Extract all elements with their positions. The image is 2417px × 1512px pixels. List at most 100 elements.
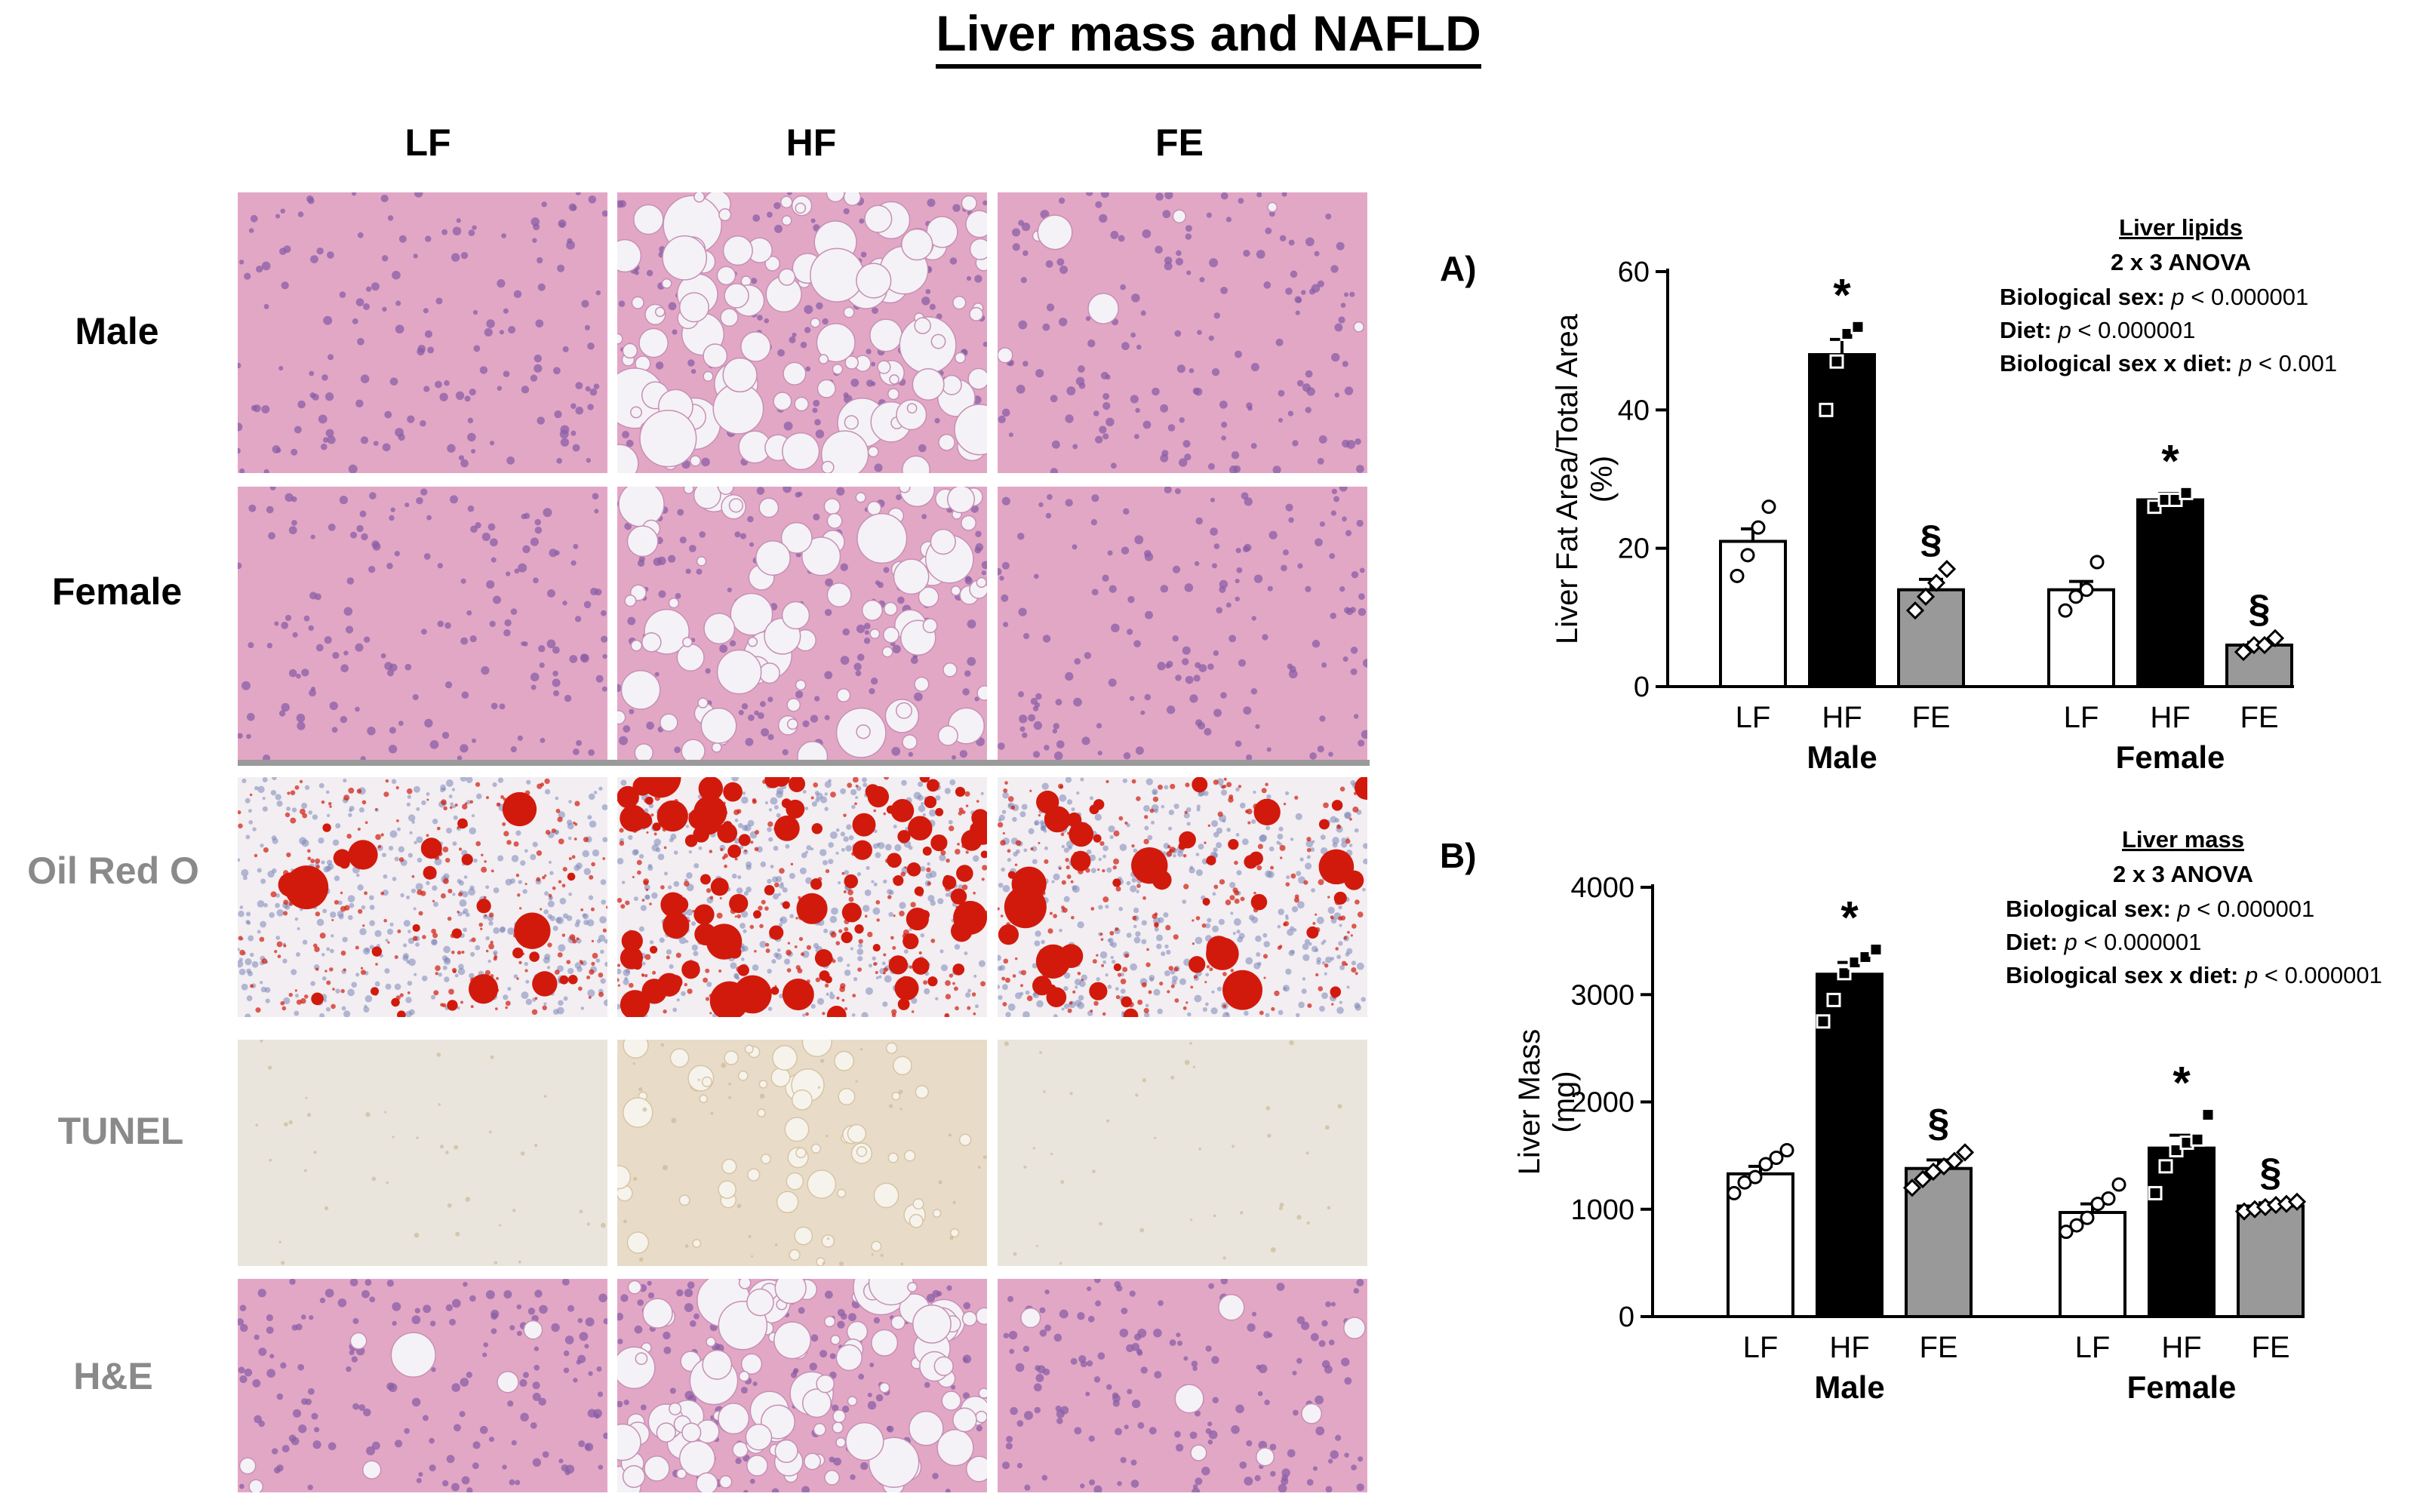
micrograph-he-lf bbox=[238, 192, 607, 473]
figure-title: Liver mass and NAFLD bbox=[0, 5, 2417, 69]
data-point bbox=[2090, 555, 2105, 570]
micrograph-he-lf bbox=[238, 1279, 607, 1492]
data-point bbox=[2190, 1132, 2205, 1147]
micrograph-tunel-hf bbox=[617, 1040, 987, 1266]
row-label-he: H&E bbox=[73, 1355, 153, 1397]
x-tick-label: LF bbox=[2064, 701, 2099, 734]
micrograph-grid bbox=[238, 192, 1367, 1492]
bar-male-fe bbox=[1897, 588, 1965, 688]
x-tick-label: FE bbox=[1919, 1331, 1957, 1364]
data-point bbox=[2200, 1108, 2216, 1123]
data-point bbox=[2101, 1191, 2116, 1206]
significance-asterisk: * bbox=[2161, 435, 2179, 486]
row-label-tunel: TUNEL bbox=[57, 1110, 184, 1152]
x-tick-label: LF bbox=[2075, 1331, 2111, 1364]
data-point bbox=[1955, 1143, 1975, 1162]
bar-male-fe bbox=[1905, 1166, 1973, 1318]
y-tick-label: 0 bbox=[1634, 671, 1650, 703]
row-label-female: Female bbox=[51, 570, 183, 613]
stats-line: Biological sex x diet: p < 0.001 bbox=[2000, 350, 2337, 376]
stats-line: Biological sex: p < 0.000001 bbox=[2006, 896, 2314, 922]
data-point bbox=[1761, 499, 1776, 515]
group-label-male: Male bbox=[1807, 739, 1877, 775]
data-point bbox=[1858, 949, 1873, 964]
micrograph-he-fe bbox=[998, 192, 1367, 473]
x-tick-label: FE bbox=[2240, 701, 2278, 734]
data-point bbox=[2179, 485, 2194, 500]
x-tick-label: LF bbox=[1743, 1331, 1779, 1364]
stats-title: Liver lipids bbox=[2119, 219, 2243, 241]
data-point bbox=[1916, 587, 1936, 606]
micrograph-he-hf bbox=[617, 487, 987, 760]
y-axis-label: (%) bbox=[1585, 456, 1619, 502]
data-point bbox=[2255, 635, 2274, 655]
micrograph-oro-hf bbox=[617, 777, 987, 1017]
data-point bbox=[1740, 548, 1755, 563]
significance-asterisk: * bbox=[1833, 269, 1851, 320]
data-point bbox=[2169, 1143, 2184, 1158]
y-axis-label: Liver Fat Area/Total Area bbox=[1551, 313, 1584, 644]
stats-line: Diet: p < 0.000001 bbox=[2006, 929, 2201, 955]
data-point bbox=[2148, 1185, 2163, 1200]
y-tick-label: 20 bbox=[1618, 533, 1650, 565]
data-point bbox=[1769, 1150, 1784, 1165]
bar-male-lf bbox=[1719, 539, 1787, 688]
y-tick-label: 4000 bbox=[1570, 872, 1634, 904]
row-label-oil-red-o: Oil Red O bbox=[27, 850, 199, 892]
stats-subtitle: 2 x 3 ANOVA bbox=[2111, 249, 2251, 275]
chart-liver-mass: B) Liver Mass (mg) 0 1000 2000 3000 4000 LF * HF § F… bbox=[1440, 830, 2382, 1405]
data-point bbox=[2158, 1159, 2173, 1174]
y-tick-label: 2000 bbox=[1570, 1087, 1634, 1119]
micrograph-oro-fe bbox=[998, 777, 1367, 1017]
data-point bbox=[2111, 1177, 2126, 1192]
data-point bbox=[2059, 1225, 2074, 1240]
x-tick-label: HF bbox=[1822, 701, 1862, 734]
bar-female-lf bbox=[2047, 588, 2115, 688]
significance-section-sign: § bbox=[2260, 1151, 2282, 1194]
stats-line: Biological sex: p < 0.000001 bbox=[2000, 284, 2308, 310]
significance-section-sign: § bbox=[2249, 587, 2271, 631]
bar-female-fe bbox=[2237, 1204, 2305, 1319]
significance-section-sign: § bbox=[1920, 518, 1942, 561]
data-point bbox=[2234, 643, 2253, 662]
bar-female-hf bbox=[2148, 1146, 2216, 1319]
group-label-female: Female bbox=[2127, 1369, 2237, 1405]
group-label-male: Male bbox=[1814, 1369, 1884, 1405]
stats-title: Liver mass bbox=[2122, 830, 2244, 853]
x-tick-label: HF bbox=[2161, 1331, 2201, 1364]
micrograph-tunel-fe bbox=[998, 1040, 1367, 1266]
data-point bbox=[1850, 319, 1865, 334]
x-tick-label: FE bbox=[2251, 1331, 2289, 1364]
data-point bbox=[1829, 354, 1844, 369]
micrograph-he-hf bbox=[617, 1279, 987, 1492]
micrograph-he-fe bbox=[998, 1279, 1367, 1492]
chart-liver-fat-area: A) Liver Fat Area/Total Area (%) 0 20 40 60 LF *… bbox=[1440, 219, 2337, 775]
data-point bbox=[2080, 1210, 2095, 1225]
data-point bbox=[1816, 1014, 1831, 1029]
y-axis-label: Liver Mass bbox=[1513, 1029, 1546, 1175]
x-tick-label: HF bbox=[2150, 701, 2190, 734]
data-point bbox=[2058, 603, 2073, 618]
column-header-hf: HF bbox=[786, 121, 837, 164]
data-point bbox=[1837, 966, 1852, 981]
data-point bbox=[1751, 520, 1766, 535]
micrograph-he-hf bbox=[617, 192, 987, 473]
y-tick-label: 60 bbox=[1618, 257, 1650, 288]
panel-label: A) bbox=[1440, 249, 1477, 288]
data-point bbox=[1779, 1143, 1794, 1158]
x-tick-label: FE bbox=[1911, 701, 1950, 734]
row-label-male: Male bbox=[75, 310, 159, 352]
group-label-female: Female bbox=[2116, 739, 2225, 775]
column-header-fe: FE bbox=[1155, 121, 1204, 164]
significance-section-sign: § bbox=[1928, 1101, 1950, 1145]
panel-label: B) bbox=[1440, 836, 1477, 875]
data-point bbox=[1758, 1157, 1773, 1172]
x-tick-label: HF bbox=[1829, 1331, 1869, 1364]
column-header-lf: LF bbox=[404, 121, 451, 164]
stats-line: Diet: p < 0.000001 bbox=[2000, 317, 2195, 343]
data-point bbox=[2079, 582, 2094, 598]
significance-asterisk: * bbox=[1840, 893, 1859, 943]
data-point bbox=[1937, 560, 1957, 579]
data-point bbox=[1868, 942, 1883, 957]
data-point bbox=[1730, 568, 1745, 583]
